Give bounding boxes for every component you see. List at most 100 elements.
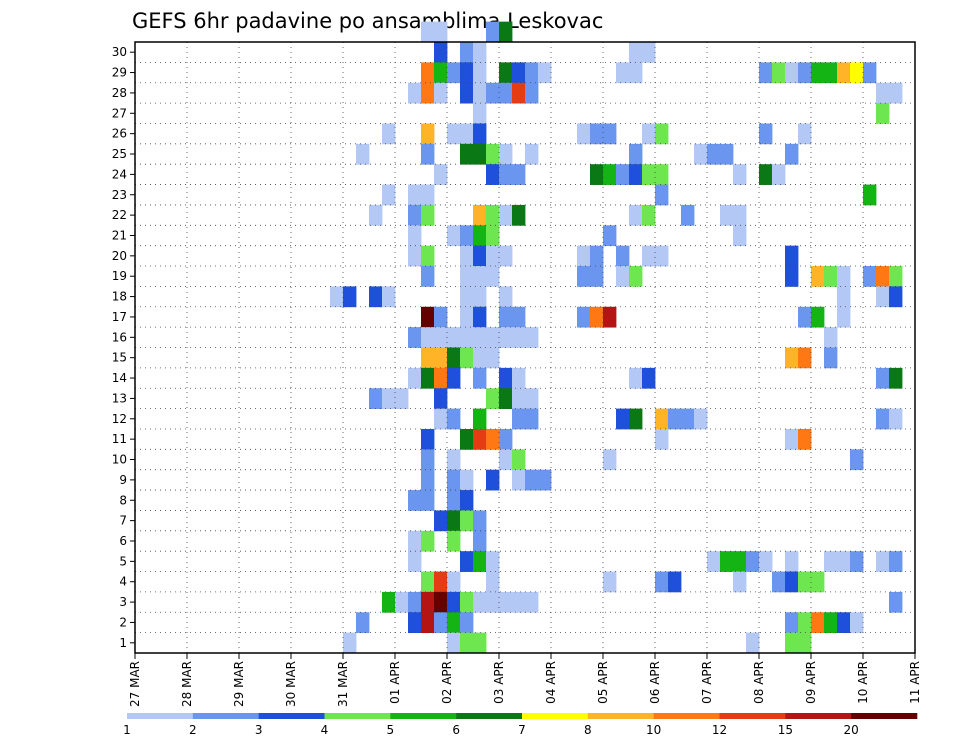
y-tick-label: 29: [112, 66, 127, 80]
heatmap-cell: [629, 204, 643, 226]
heatmap-cell: [486, 571, 500, 593]
heatmap-cell: [759, 123, 773, 145]
heatmap-cell: [473, 204, 487, 226]
y-tick-label: 23: [112, 188, 127, 202]
y-tick-label: 20: [112, 249, 127, 263]
heatmap-cell: [473, 510, 487, 532]
heatmap-cell: [447, 469, 461, 491]
y-tick-label: 15: [112, 351, 127, 365]
heatmap-cell: [473, 103, 487, 124]
heatmap-cell: [642, 42, 656, 63]
heatmap-cell: [421, 245, 435, 267]
heatmap-cell: [889, 367, 903, 389]
heatmap-cell: [642, 164, 656, 185]
heatmap-cell: [473, 143, 487, 165]
heatmap-cell: [525, 408, 539, 430]
heatmap-cell: [538, 62, 552, 84]
heatmap-cell: [590, 245, 604, 267]
heatmap-cell: [434, 612, 448, 634]
y-tick-label: 11: [112, 432, 127, 446]
heatmap-cell: [616, 266, 630, 287]
heatmap-cell: [876, 286, 890, 308]
heatmap-cell: [512, 449, 526, 471]
heatmap-cell: [603, 306, 617, 328]
heatmap-cell: [798, 612, 812, 634]
heatmap-cell: [538, 469, 552, 491]
heatmap-cell: [733, 164, 747, 185]
heatmap-cell: [447, 530, 461, 552]
legend-swatch: [653, 713, 720, 719]
legend-label: 5: [387, 723, 395, 737]
heatmap-cell: [603, 123, 617, 145]
heatmap-cell: [473, 632, 487, 654]
heatmap-cell: [447, 123, 461, 145]
x-tick-label: 31 MAR: [336, 661, 350, 707]
x-tick-label: 29 MAR: [232, 661, 246, 707]
heatmap-cell: [499, 367, 513, 389]
heatmap-cell: [447, 367, 461, 389]
heatmap-cell: [785, 612, 799, 634]
heatmap-cell: [447, 449, 461, 471]
heatmap-cell: [889, 82, 903, 104]
heatmap-cell: [434, 388, 448, 409]
y-tick-label: 25: [112, 147, 127, 161]
heatmap-cell: [473, 591, 487, 613]
heatmap-cell: [421, 367, 435, 389]
heatmap-cell: [681, 408, 695, 430]
legend-swatch: [258, 713, 325, 719]
heatmap-cell: [486, 143, 500, 165]
heatmap-cell: [408, 551, 422, 572]
color-legend: 1 2 3 4 5 6 7 8 10 12 15 20: [123, 713, 918, 737]
legend-label: 6: [452, 723, 460, 737]
heatmap-cell: [473, 82, 487, 104]
heatmap-cell: [642, 367, 656, 389]
heatmap-cell: [486, 245, 500, 267]
heatmap-cell: [798, 571, 812, 593]
heatmap-cell: [421, 612, 435, 634]
heatmap-cell: [876, 551, 890, 572]
heatmap-cell: [434, 591, 448, 613]
heatmap-cell: [408, 204, 422, 226]
heatmap-cell: [460, 143, 474, 165]
heatmap-cell: [408, 530, 422, 552]
heatmap-cell: [811, 62, 825, 84]
heatmap-cell: [512, 591, 526, 613]
heatmap-cell: [460, 62, 474, 84]
heatmap-cell: [824, 327, 838, 348]
heatmap-cell: [421, 82, 435, 104]
heatmap-cell: [434, 62, 448, 84]
heatmap-cell: [512, 388, 526, 409]
heatmap-cell: [460, 490, 474, 511]
heatmap-cell: [382, 123, 396, 145]
heatmap-cell: [733, 571, 747, 593]
heatmap-cell: [850, 62, 864, 84]
heatmap-cell: [785, 62, 799, 84]
heatmap-cell: [876, 367, 890, 389]
heatmap-cell: [356, 612, 370, 634]
heatmap-cell: [395, 591, 409, 613]
y-tick-label: 19: [112, 269, 127, 283]
heatmap-cell: [655, 164, 669, 185]
heatmap-cell: [460, 428, 474, 450]
heatmap-cell: [811, 612, 825, 634]
heatmap-cell: [525, 388, 539, 409]
y-tick-label: 2: [119, 615, 127, 629]
heatmap-cell: [720, 143, 734, 165]
heatmap-cell: [486, 327, 500, 348]
heatmap-cell: [434, 367, 448, 389]
heatmap-cell: [460, 286, 474, 308]
heatmap-cell: [512, 164, 526, 185]
legend-label: 2: [189, 723, 197, 737]
heatmap-cell: [642, 204, 656, 226]
heatmap-cell: [486, 388, 500, 409]
heatmap-cell: [421, 306, 435, 328]
heatmap-cell: [603, 449, 617, 471]
heatmap-cell: [330, 286, 344, 308]
heatmap-cell: [798, 123, 812, 145]
heatmap-cell: [681, 204, 695, 226]
heatmap-cell: [577, 123, 591, 145]
heatmap-cell: [447, 408, 461, 430]
heatmap-cell: [460, 123, 474, 145]
heatmap-cell: [876, 266, 890, 287]
